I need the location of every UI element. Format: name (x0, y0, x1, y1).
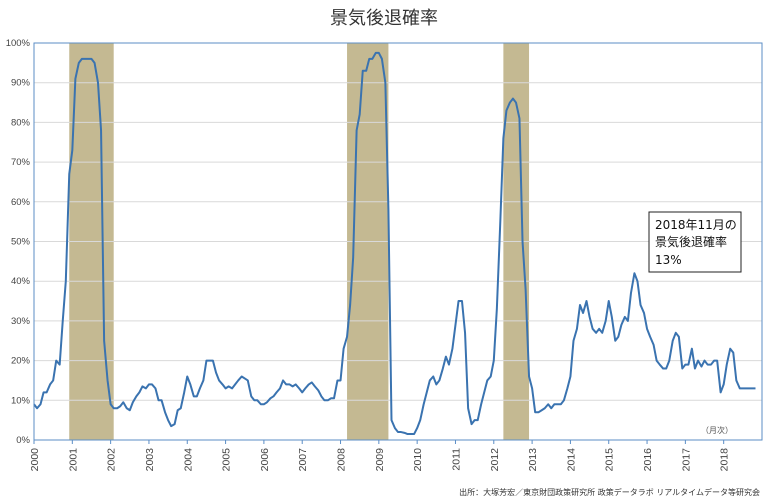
x-tick-label: 2011 (450, 448, 462, 471)
x-tick-label: 2017 (680, 448, 692, 472)
x-tick-label: 2012 (489, 448, 501, 472)
series-line-1 (33, 51, 756, 436)
x-tick-label: 2000 (29, 448, 41, 472)
annotation-line-1: 2018年11月の (655, 218, 737, 232)
y-tick-label: 100% (6, 38, 31, 49)
annotation-line-2: 景気後退確率 (655, 234, 727, 249)
source-note: 出所：大塚芳宏／東京財団政策研究所 政策データラボ リアルタイムデータ等研究会 (459, 487, 760, 497)
x-tick-label: 2010 (412, 448, 424, 472)
x-tick-label: 2008 (336, 448, 348, 472)
chart-title: 景気後退確率 (330, 8, 438, 29)
x-tick-label: 2013 (527, 448, 539, 472)
x-tick-label: 2015 (604, 448, 616, 472)
axis-labels: 0% 10% 20% 30% 40% 50% 60% 70% 80% 90% 100% 2000 200… (6, 38, 731, 471)
y-tick-label: 70% (11, 157, 31, 168)
x-tick-label: 2002 (106, 448, 118, 472)
y-tick-label: 40% (11, 276, 31, 287)
y-tick-label: 90% (11, 78, 31, 89)
y-tick-label: 50% (11, 237, 31, 248)
unit-label: （月次） (701, 425, 733, 435)
annotation-line-3: 13% (655, 253, 682, 267)
x-tick-label: 2016 (642, 448, 654, 472)
y-tick-label: 30% (11, 316, 31, 327)
x-tick-label: 2014 (565, 448, 577, 472)
gridlines (34, 82, 762, 401)
y-tick-label: 20% (11, 356, 31, 367)
x-tick-label: 2004 (182, 448, 194, 472)
x-tick-label: 2007 (297, 448, 309, 472)
x-tick-label: 2001 (67, 448, 79, 472)
x-tick-label: 2003 (144, 448, 156, 472)
plot-frame (33, 42, 763, 441)
y-tick-label: 80% (11, 117, 31, 128)
annotation-frame (648, 211, 742, 273)
x-tick-label: 2006 (259, 448, 271, 472)
series-layer (33, 51, 756, 436)
y-tick-label: 10% (11, 395, 31, 406)
y-tick-label: 60% (11, 197, 31, 208)
x-tick-label: 2009 (374, 448, 386, 472)
x-tick-label: 2018 (719, 448, 731, 472)
x-tick-label: 2005 (221, 448, 233, 472)
y-tick-label: 0% (16, 435, 30, 446)
annotation-box: 2018年11月の 景気後退確率 13% (648, 211, 742, 273)
